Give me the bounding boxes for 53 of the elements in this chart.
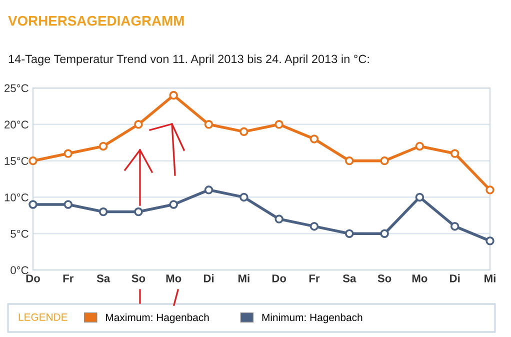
point <box>240 127 248 136</box>
x-tick-label: Sa <box>96 274 110 282</box>
point <box>204 186 214 194</box>
y-tick-label: 25°C <box>4 84 28 92</box>
x-tick-label: Sa <box>342 274 356 282</box>
point <box>204 120 214 129</box>
point <box>415 192 424 202</box>
point <box>134 120 143 129</box>
x-tick-label: Mo <box>166 274 182 282</box>
point <box>450 222 460 231</box>
point <box>240 192 248 202</box>
x-tick-label: Mo <box>412 274 428 282</box>
x-tick-label: Fr <box>63 274 74 282</box>
point <box>415 142 424 151</box>
x-tick-label: So <box>378 274 392 282</box>
chart-title: VORHERSAGEDIAGRAMM <box>8 16 184 26</box>
point <box>345 229 354 238</box>
x-tick-label: So <box>132 274 146 282</box>
point <box>345 156 354 166</box>
point <box>486 236 494 246</box>
point <box>64 200 73 209</box>
x-tick-label: Di <box>204 274 214 282</box>
point <box>169 200 178 209</box>
y-tick-label: 20°C <box>4 120 28 129</box>
x-tick-label: Mi <box>238 274 250 282</box>
point <box>380 156 389 166</box>
point <box>28 200 38 209</box>
x-tick-label: Do <box>26 274 40 282</box>
point <box>274 214 284 224</box>
point <box>134 207 143 216</box>
x-tick-label: Di <box>450 274 460 282</box>
x-tick-label: Do <box>272 274 286 282</box>
point <box>450 149 460 158</box>
x-tick-label: Fr <box>309 274 320 282</box>
legend-label: Maximum: Hagenbach <box>106 313 209 324</box>
legend-label: Minimum: Hagenbach <box>262 313 362 324</box>
point <box>98 207 108 216</box>
y-tick-label: 15°C <box>4 157 28 165</box>
y-tick-label: 10°C <box>4 193 28 202</box>
point <box>486 186 494 194</box>
chart-subtitle: 14-Tage Temperatur Trend von 11. April 2013 bis 24. April 2013 in °C: <box>8 54 369 66</box>
point <box>310 134 319 144</box>
point <box>310 222 319 231</box>
y-tick-label: 5°C <box>10 230 28 238</box>
point <box>28 156 38 166</box>
point <box>169 90 178 100</box>
y-tick-label: 0°C <box>10 266 28 274</box>
point <box>380 229 389 238</box>
point <box>64 149 73 158</box>
x-tick-label: Mi <box>484 274 496 282</box>
point <box>274 120 284 129</box>
legend-title: LEGENDE <box>18 313 68 321</box>
point <box>98 142 108 151</box>
